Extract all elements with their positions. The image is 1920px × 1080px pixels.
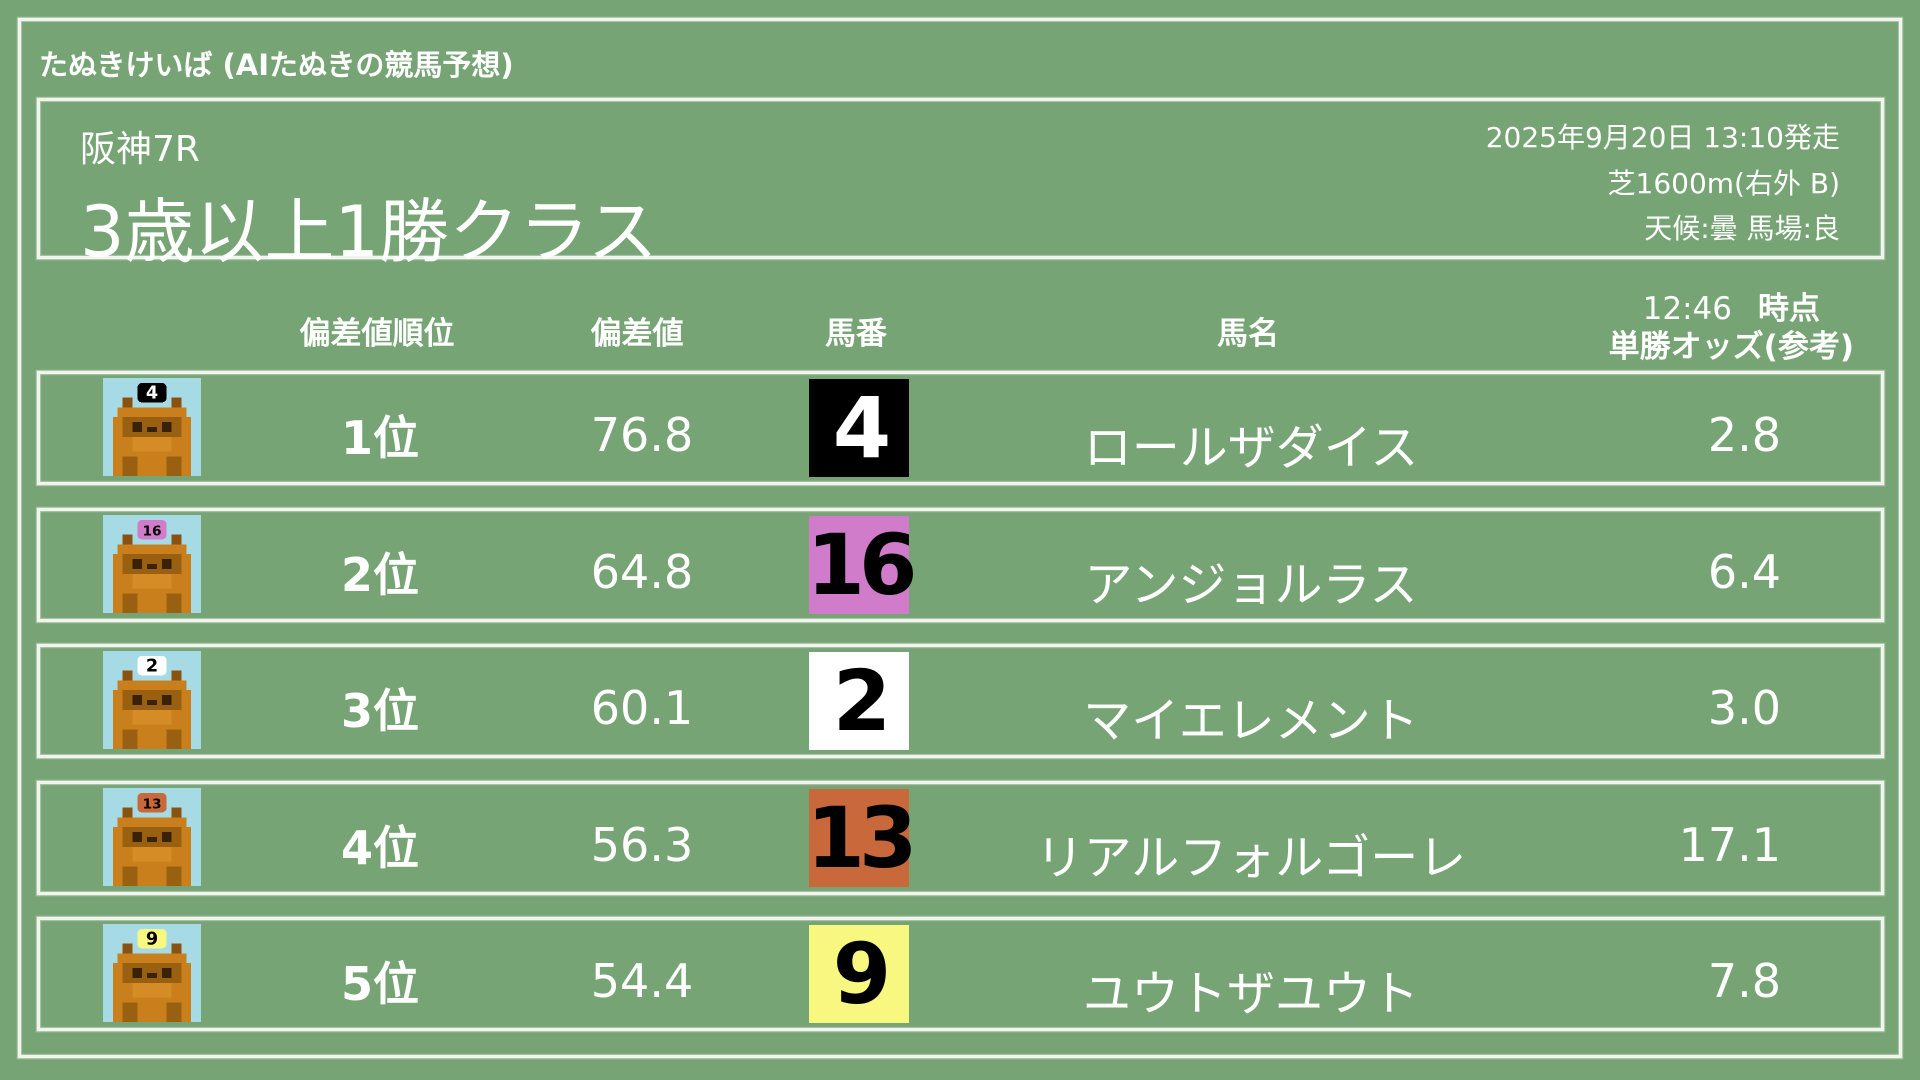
gate-number-badge: 16 [806, 515, 917, 614]
app-title: たぬきけいば (AIたぬきの競馬予想) [39, 48, 514, 82]
column-header-rank: 偏差値順位 [299, 316, 455, 352]
gate-number-badge: 4 [809, 379, 909, 477]
gate-number-badge: 13 [806, 788, 917, 887]
column-header-number: 馬番 [825, 316, 887, 352]
rank-label: 1位 [340, 411, 420, 465]
tanuki-icon: 13 [112, 792, 192, 886]
rank-label: 3位 [340, 684, 420, 738]
tanuki-avatar: 16 [103, 514, 201, 613]
table-row: 16 2位 64.8 16 アンジョルラス 6.4 [37, 507, 1884, 622]
race-venue: 阪神7R [80, 129, 200, 170]
board-frame [18, 18, 1902, 1058]
svg-text:4: 4 [146, 384, 158, 404]
table-row: 4 1位 76.8 4 ロールザダイス 2.8 [37, 371, 1884, 485]
tanuki-icon: 9 [112, 928, 192, 1022]
score-value: 56.3 [590, 817, 694, 872]
svg-text:9: 9 [146, 930, 158, 950]
tanuki-icon: 2 [112, 655, 192, 749]
odds-time: 12:46 [1642, 291, 1732, 327]
tanuki-avatar: 4 [103, 378, 201, 476]
rank-label: 2位 [340, 547, 420, 602]
odds-time-suffix: 時点 [1758, 291, 1820, 327]
tanuki-icon: 16 [112, 519, 192, 613]
odds-value: 2.8 [1707, 408, 1781, 462]
table-row: 13 4位 56.3 13 リアルフォルゴーレ 17.1 [37, 780, 1884, 895]
horse-name: ロールザダイス [1083, 420, 1419, 476]
tanuki-avatar: 13 [103, 787, 201, 886]
odds-label: 単勝オッズ(参考) [1608, 329, 1854, 365]
odds-value: 6.4 [1707, 544, 1781, 599]
race-name: 3歳以上1勝クラス [80, 191, 658, 273]
race-datetime: 2025年9月20日 13:10発走 [1485, 121, 1840, 154]
svg-text:13: 13 [142, 796, 161, 812]
race-conditions: 天候:曇 馬場:良 [1644, 212, 1840, 245]
race-header [37, 98, 1884, 259]
tanuki-icon: 4 [112, 382, 192, 476]
horse-name: リアルフォルゴーレ [1035, 829, 1467, 886]
rank-label: 5位 [340, 957, 420, 1011]
odds-value: 17.1 [1678, 817, 1781, 872]
column-header-score: 偏差値 [590, 316, 684, 352]
horse-name: マイエレメント [1083, 693, 1419, 749]
horse-name: アンジョルラス [1084, 556, 1418, 613]
gate-number-badge: 2 [809, 652, 909, 750]
horse-name: ユウトザユウト [1082, 966, 1420, 1022]
score-value: 64.8 [590, 544, 694, 599]
score-value: 60.1 [590, 681, 694, 735]
odds-value: 7.8 [1707, 954, 1781, 1008]
svg-text:2: 2 [146, 657, 158, 677]
table-row: 2 3位 60.1 2 マイエレメント 3.0 [37, 644, 1884, 758]
score-value: 54.4 [590, 954, 694, 1008]
svg-text:16: 16 [142, 523, 161, 539]
odds-value: 3.0 [1707, 681, 1781, 735]
table-row: 9 5位 54.4 9 ユウトザユウト 7.8 [37, 917, 1884, 1031]
column-header-odds: 12:46 時点 単勝オッズ(参考) [1609, 290, 1854, 366]
rank-label: 4位 [340, 820, 420, 875]
score-value: 76.8 [590, 408, 694, 462]
column-header-horse: 馬名 [1217, 316, 1279, 352]
tanuki-avatar: 2 [103, 651, 201, 749]
race-course: 芝1600m(右外 B) [1607, 167, 1841, 200]
gate-number-badge: 9 [809, 925, 909, 1023]
tanuki-avatar: 9 [103, 924, 201, 1022]
